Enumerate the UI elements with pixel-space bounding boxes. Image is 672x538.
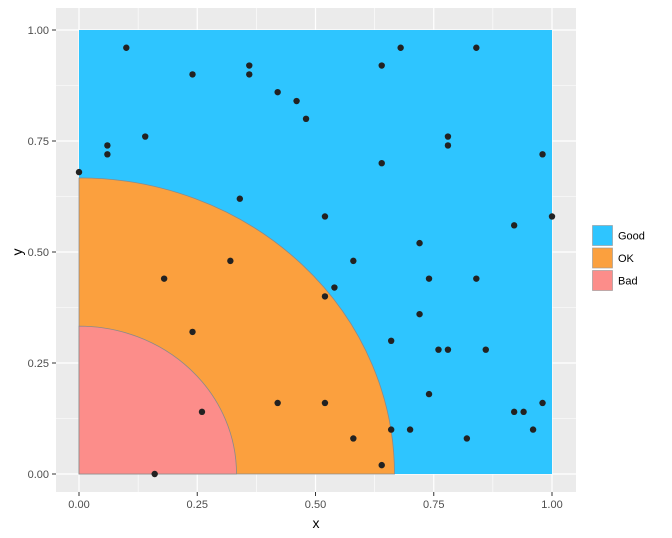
data-point (350, 435, 357, 442)
data-point (246, 71, 253, 78)
data-point (350, 257, 357, 265)
x-axis: 0.00 0.25 0.50 0.75 1.00 (68, 492, 563, 511)
data-point (160, 275, 168, 282)
x-tick-label: 0.50 (305, 499, 326, 511)
data-point (274, 88, 281, 96)
region-bad (78, 325, 237, 475)
data-point (539, 151, 546, 158)
y-axis: 0.00 0.25 0.50 0.75 1.00 (28, 25, 56, 481)
x-tick-label: 0.25 (187, 499, 208, 511)
data-point (510, 408, 518, 416)
data-point (444, 346, 452, 353)
x-tick-label: 1.00 (541, 499, 562, 511)
y-tick-label: 0.50 (28, 247, 49, 259)
data-point (227, 257, 234, 265)
data-point (321, 213, 329, 220)
data-point (123, 44, 130, 51)
data-point (425, 390, 433, 398)
data-point (529, 426, 537, 433)
data-point (397, 44, 404, 51)
data-point (444, 142, 452, 149)
data-point (473, 44, 480, 51)
x-axis-title: x (313, 515, 320, 531)
data-point (189, 328, 196, 336)
data-point (548, 213, 556, 220)
data-point (104, 142, 111, 149)
y-tick-label: 0.25 (28, 358, 49, 370)
data-point (331, 284, 338, 291)
data-point (387, 426, 395, 433)
data-point (321, 293, 329, 300)
x-tick-label: 0.00 (68, 499, 89, 511)
y-tick-label: 0.75 (28, 136, 49, 148)
legend-swatch-ok (592, 247, 613, 269)
data-point (378, 461, 385, 469)
legend-label-bad: Bad (618, 276, 638, 288)
points-layer (75, 44, 556, 478)
data-point (520, 408, 527, 416)
data-point (510, 222, 518, 229)
data-point (75, 168, 83, 176)
x-tick-label: 0.75 (423, 499, 444, 511)
data-point (198, 408, 206, 416)
legend-swatch-bad (592, 270, 613, 291)
data-point (406, 426, 414, 433)
legend-swatch-good (592, 225, 613, 246)
data-point (104, 151, 111, 158)
data-point (236, 195, 244, 202)
data-point (444, 133, 452, 140)
data-point (425, 275, 433, 282)
y-tick-label: 1.00 (28, 25, 49, 37)
legend-label-good: Good (618, 231, 645, 243)
data-point (416, 239, 423, 247)
data-point (387, 337, 395, 344)
data-point (189, 71, 196, 78)
data-point (416, 310, 423, 318)
data-point (378, 62, 385, 69)
data-point (463, 435, 471, 442)
data-point (293, 97, 300, 105)
legend-label-ok: OK (618, 253, 635, 265)
y-tick-label: 0.00 (28, 469, 49, 481)
y-axis-title: y (9, 249, 25, 256)
data-point (142, 133, 149, 140)
data-point (378, 160, 385, 167)
legend: Good OK Bad (592, 225, 645, 291)
data-point (435, 346, 442, 353)
data-point (321, 399, 329, 407)
data-point (302, 115, 310, 123)
data-point (482, 346, 489, 353)
data-point (539, 399, 546, 407)
data-point (473, 275, 480, 282)
data-point (246, 62, 253, 69)
data-point (151, 470, 158, 478)
data-point (274, 399, 281, 407)
